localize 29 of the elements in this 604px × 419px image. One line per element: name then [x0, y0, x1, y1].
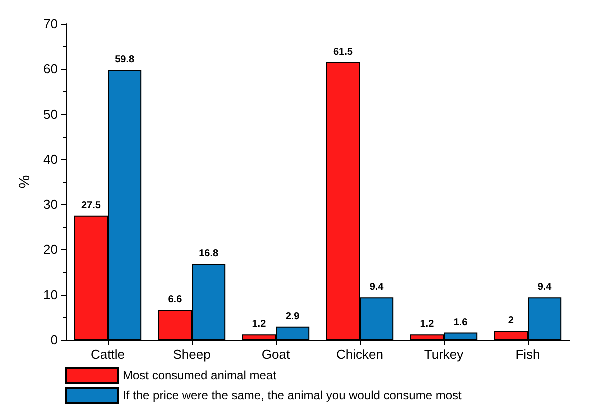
data-label: 1.2 [420, 319, 435, 330]
legend-label: Most consumed animal meat [123, 368, 278, 382]
y-tick-label: 60 [44, 62, 58, 77]
x-tick-label: Turkey [424, 347, 464, 362]
x-tick-label: Sheep [173, 347, 211, 362]
legend-label: If the price were the same, the animal you would consume most [123, 388, 462, 402]
x-tick-label: Chicken [336, 347, 384, 362]
data-label: 1.6 [454, 317, 468, 328]
y-tick-label: 10 [44, 287, 58, 302]
data-label: 61.5 [333, 46, 354, 58]
y-tick-label: 0 [50, 332, 58, 348]
x-tick-label: Goat [262, 347, 290, 362]
data-label: 2 [508, 315, 514, 326]
data-label: 1.2 [252, 319, 267, 330]
data-label: 6.6 [168, 294, 183, 306]
y-tick-label: 50 [44, 106, 58, 122]
x-tick-label: Fish [516, 347, 540, 362]
data-label: 2.9 [286, 311, 300, 322]
y-tick-label: 70 [44, 16, 58, 32]
y-tick-label: 40 [44, 152, 58, 167]
y-tick-label: 20 [44, 242, 58, 258]
x-tick-label: Cattle [91, 347, 125, 362]
data-label: 9.4 [370, 282, 384, 294]
data-label: 9.4 [538, 282, 552, 294]
data-label: 59.8 [115, 54, 135, 66]
data-label: 27.5 [81, 200, 102, 212]
data-label: 16.8 [199, 248, 219, 260]
y-axis-title: % [16, 175, 34, 189]
y-tick-label: 30 [44, 197, 58, 212]
